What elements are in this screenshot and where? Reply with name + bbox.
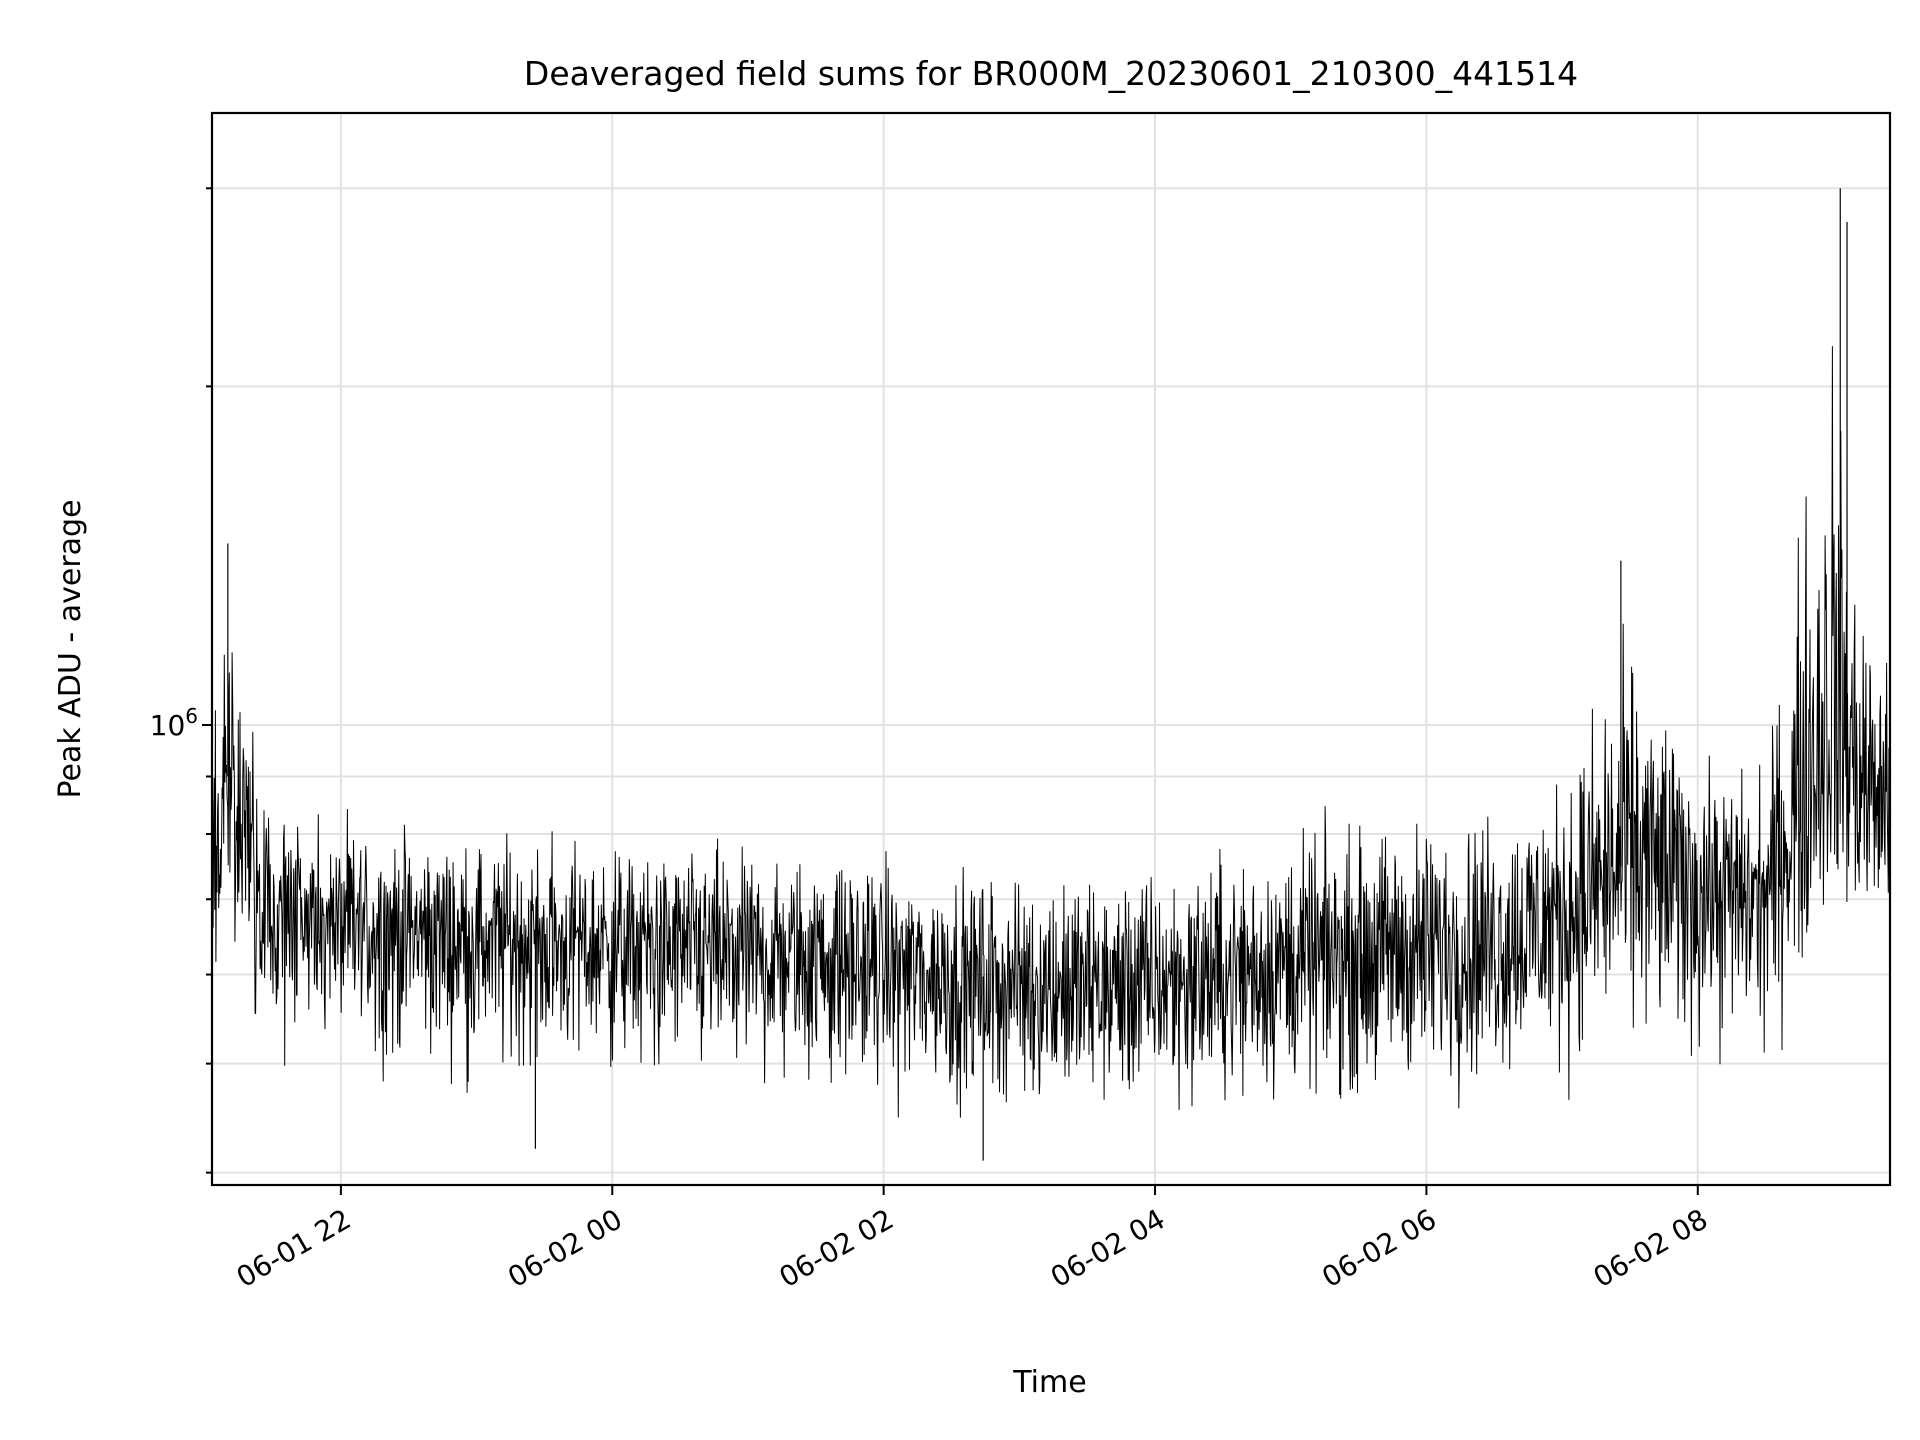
x-tick-label: 06-02 00 bbox=[502, 1202, 628, 1294]
x-tick-label: 06-01 22 bbox=[231, 1202, 357, 1294]
tick-layer: 106 06-01 22 06-02 00 06-02 02 06-02 04 06-02… bbox=[150, 188, 1714, 1294]
chart-title: Deaveraged field sums for BR000M_2023060… bbox=[524, 54, 1578, 93]
y-axis-label: Peak ADU - average bbox=[53, 499, 88, 798]
y-tick-label: 106 bbox=[150, 704, 198, 742]
x-tick-label: 06-02 02 bbox=[774, 1202, 900, 1294]
x-tick-label: 06-02 08 bbox=[1588, 1202, 1714, 1294]
x-tick-label: 06-02 06 bbox=[1316, 1202, 1442, 1294]
x-axis-label: Time bbox=[1012, 1365, 1086, 1400]
series-layer bbox=[212, 188, 1890, 1160]
x-tick-label: 06-02 04 bbox=[1045, 1202, 1171, 1294]
series-line bbox=[212, 346, 1890, 1118]
